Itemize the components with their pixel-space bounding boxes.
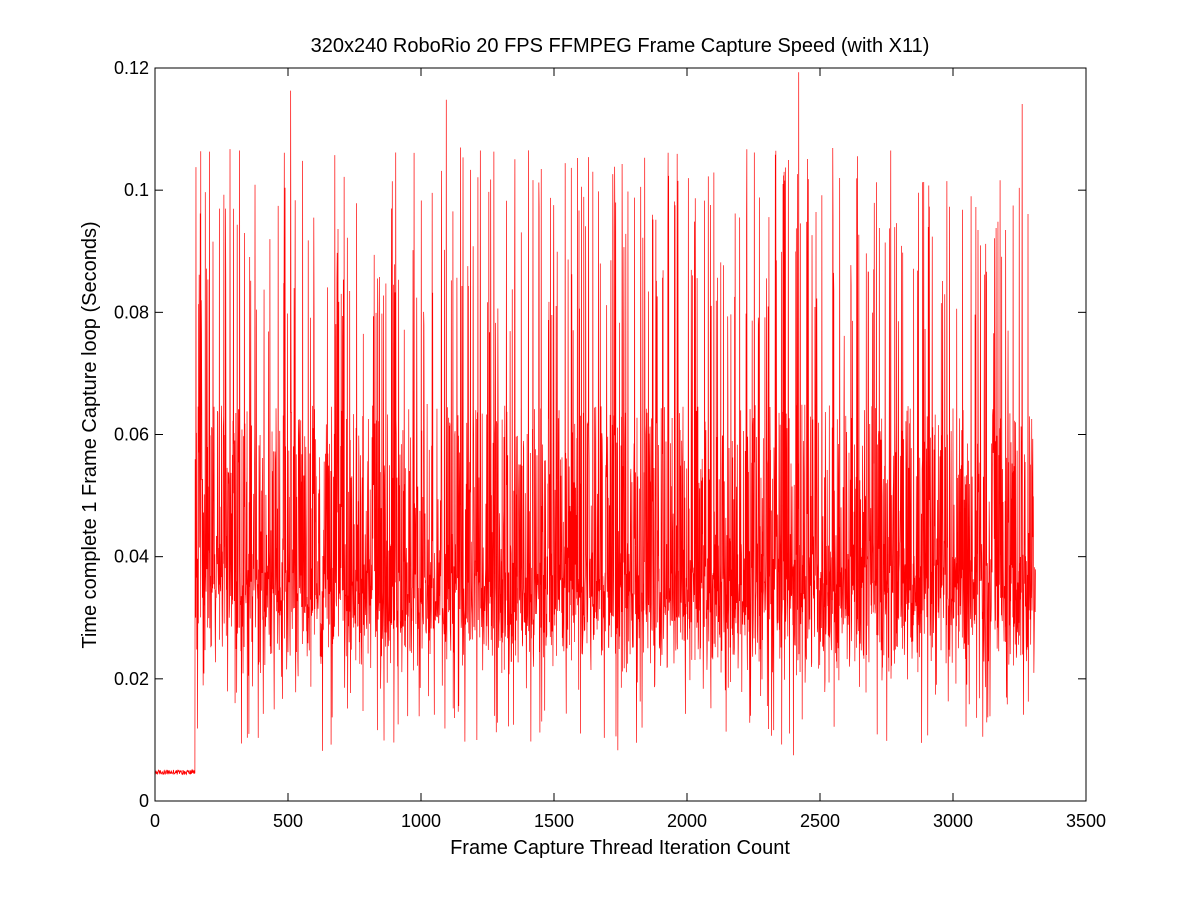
x-tick-label: 1000 bbox=[401, 811, 441, 831]
x-tick-label: 2500 bbox=[800, 811, 840, 831]
y-tick-label: 0.12 bbox=[114, 58, 149, 78]
x-tick-label: 1500 bbox=[534, 811, 574, 831]
chart-title: 320x240 RoboRio 20 FPS FFMPEG Frame Capt… bbox=[311, 35, 930, 57]
y-tick-label: 0.1 bbox=[124, 180, 149, 200]
series-layer bbox=[154, 72, 1036, 776]
y-tick-label: 0.02 bbox=[114, 669, 149, 689]
x-tick-label: 0 bbox=[150, 811, 160, 831]
y-tick-label: 0.06 bbox=[114, 425, 149, 445]
x-axis-title: Frame Capture Thread Iteration Count bbox=[450, 837, 790, 859]
y-tick-label: 0.08 bbox=[114, 302, 149, 322]
x-tick-label: 3500 bbox=[1066, 811, 1106, 831]
y-tick-label: 0 bbox=[139, 791, 149, 811]
y-axis-title: Time complete 1 Frame Capture loop (Seco… bbox=[79, 221, 101, 648]
series-line bbox=[154, 72, 1036, 776]
x-tick-label: 3000 bbox=[933, 811, 973, 831]
x-tick-label: 2000 bbox=[667, 811, 707, 831]
y-tick-label: 0.04 bbox=[114, 547, 149, 567]
tick-layer: 0 500 1000 1500 2000 2500 3000 3500 0 0.02 0.04 0.0… bbox=[114, 58, 1106, 831]
x-tick-label: 500 bbox=[273, 811, 303, 831]
